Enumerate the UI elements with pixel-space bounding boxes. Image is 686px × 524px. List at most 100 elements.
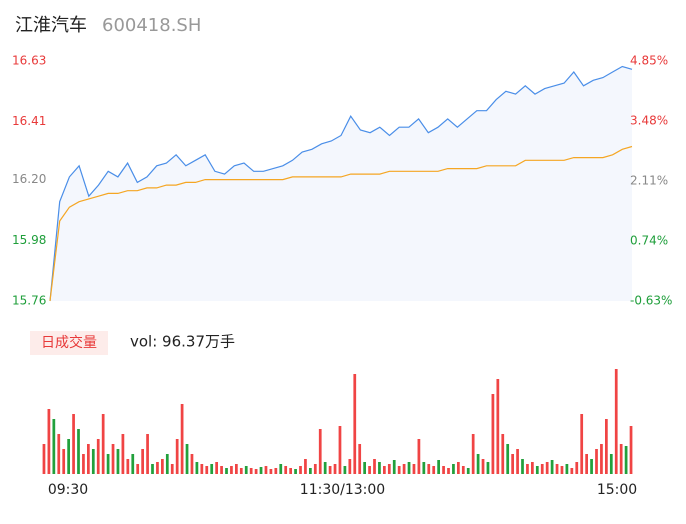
- volume-bar: [343, 466, 347, 474]
- volume-bar: [175, 439, 179, 474]
- volume-bar: [244, 466, 248, 474]
- volume-bar: [387, 464, 391, 474]
- volume-bar: [442, 466, 445, 474]
- volume-bar: [570, 468, 574, 474]
- volume-bar: [210, 464, 214, 474]
- volume-bar: [146, 434, 149, 474]
- y2-tick-label: 0.74%: [630, 234, 668, 248]
- volume-bar: [358, 444, 362, 474]
- x-tick-label: 09:30: [48, 482, 88, 498]
- volume-bar: [427, 464, 431, 474]
- volume-bar: [259, 467, 263, 474]
- volume-bar: [511, 454, 514, 474]
- volume-bar: [600, 444, 603, 474]
- volume-bar: [304, 459, 307, 474]
- volume-bar: [550, 460, 554, 474]
- volume-bar: [501, 434, 505, 474]
- y2-tick-label: 4.85%: [630, 54, 668, 68]
- volume-bar: [565, 464, 569, 474]
- volume-bar: [111, 444, 115, 474]
- volume-bar: [461, 466, 465, 474]
- y2-tick-label: -0.63%: [630, 294, 672, 308]
- volume-bar: [368, 466, 371, 474]
- volume-bar: [412, 464, 416, 474]
- volume-bar: [42, 444, 46, 474]
- volume-bar: [47, 409, 51, 474]
- volume-bar: [540, 464, 544, 474]
- y-tick-label: 16.63: [12, 54, 46, 68]
- volume-bar: [96, 439, 100, 474]
- volume-bar: [151, 464, 154, 474]
- y-tick-label: 16.41: [12, 114, 46, 128]
- volume-bar: [521, 459, 524, 474]
- volume-bar: [52, 419, 56, 474]
- volume-bar: [77, 429, 80, 474]
- volume-bar: [289, 468, 292, 474]
- volume-bar: [378, 462, 381, 474]
- volume-bar: [170, 464, 174, 474]
- y-tick-label: 15.76: [12, 294, 46, 308]
- volume-bar: [605, 419, 608, 474]
- volume-bar: [274, 468, 278, 474]
- volume-bar: [239, 468, 243, 474]
- volume-bar: [225, 468, 228, 474]
- volume-bar: [249, 468, 253, 474]
- volume-bar: [205, 466, 209, 474]
- volume-bar: [526, 464, 529, 474]
- volume-total: vol: 96.37万手: [130, 333, 235, 351]
- volume-bar: [619, 444, 623, 474]
- volume-bar: [269, 469, 273, 474]
- volume-bar: [555, 464, 559, 474]
- volume-bar: [496, 379, 500, 474]
- volume-bar: [457, 462, 460, 474]
- volume-bar: [185, 444, 189, 474]
- volume-bar: [121, 434, 125, 474]
- volume-bar: [235, 464, 238, 474]
- price-area: [50, 66, 632, 301]
- volume-bar: [624, 446, 628, 474]
- volume-bar: [383, 466, 386, 474]
- y-tick-label: 16.20: [12, 172, 46, 186]
- volume-bar: [447, 468, 450, 474]
- stock-code: 600418.SH: [102, 15, 201, 36]
- volume-bar: [87, 444, 90, 474]
- volume-bar: [481, 459, 485, 474]
- volume-bar: [590, 459, 593, 474]
- volume-title: 日成交量: [41, 334, 97, 351]
- volume-bar: [476, 454, 480, 474]
- y2-tick-label: 3.48%: [630, 114, 668, 128]
- volume-bar: [585, 454, 588, 474]
- volume-bar: [141, 449, 144, 474]
- volume-bar: [126, 459, 130, 474]
- volume-bar: [131, 454, 135, 474]
- volume-bar: [294, 469, 297, 474]
- volume-bar: [190, 454, 194, 474]
- volume-bar: [230, 466, 233, 474]
- x-tick-label: 11:30/13:00: [300, 482, 385, 498]
- x-tick-label: 15:00: [597, 482, 637, 498]
- volume-bar: [67, 439, 70, 474]
- volume-bar: [595, 449, 598, 474]
- volume-bar: [491, 394, 495, 474]
- volume-bar: [106, 454, 110, 474]
- volume-bar: [629, 426, 633, 474]
- y2-tick-label: 2.11%: [630, 174, 668, 188]
- volume-bar: [313, 464, 317, 474]
- volume-bar: [560, 466, 564, 474]
- volume-bar: [373, 459, 376, 474]
- volume-bar: [156, 462, 159, 474]
- volume-bar: [333, 464, 337, 474]
- volume-bar: [437, 460, 440, 474]
- volume-bar: [486, 462, 490, 474]
- volume-bar: [575, 462, 579, 474]
- volume-bar: [284, 466, 288, 474]
- volume-bar: [101, 414, 105, 474]
- volume-bar: [452, 464, 455, 474]
- volume-bar: [363, 462, 366, 474]
- volume-bar: [471, 434, 475, 474]
- average-line: [49, 145, 633, 302]
- volume-bar: [215, 462, 218, 474]
- volume-bar: [299, 466, 302, 474]
- volume-bar: [392, 460, 396, 474]
